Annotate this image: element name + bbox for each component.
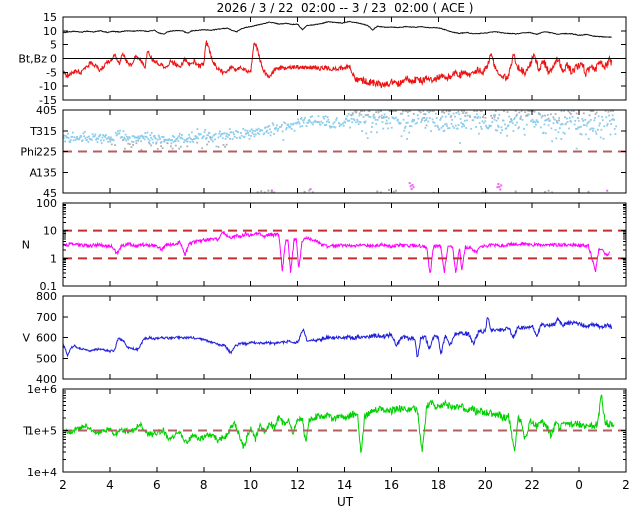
svg-text:10: 10 — [43, 225, 57, 238]
panel-speed — [63, 316, 613, 358]
series-Bt — [63, 20, 612, 39]
svg-text:700: 700 — [36, 311, 57, 324]
svg-text:12: 12 — [290, 478, 305, 492]
svg-text:10: 10 — [243, 478, 258, 492]
svg-text:1: 1 — [50, 252, 57, 265]
axis-label-N: N — [22, 239, 30, 252]
svg-text:135: 135 — [36, 166, 57, 179]
series-V — [63, 316, 613, 358]
svg-text:1e+5: 1e+5 — [27, 425, 57, 438]
ticks-density: 100 10 1 0.1 N — [22, 197, 627, 293]
x-axis-label: UT — [336, 495, 354, 509]
svg-text:20: 20 — [478, 478, 493, 492]
svg-text:-5: -5 — [46, 66, 57, 79]
svg-text:6: 6 — [153, 478, 161, 492]
series-N — [63, 231, 610, 274]
axis-label-Phi: Phi — [20, 146, 37, 159]
panel-density — [63, 229, 626, 274]
series-Phi — [63, 110, 617, 150]
ticks-temperature: 1e+61e+51e+42 4 6 8 10 12 14 16 18 20 22 0 2T — [22, 383, 630, 492]
panel-phi — [63, 110, 626, 193]
axis-label-Bt,Bz: Bt,Bz — [18, 53, 47, 66]
series-T — [63, 394, 615, 453]
A-gray-dots — [256, 189, 590, 193]
svg-text:800: 800 — [36, 290, 57, 303]
svg-text:225: 225 — [36, 146, 57, 159]
svg-text:4: 4 — [106, 478, 114, 492]
svg-text:0: 0 — [575, 478, 583, 492]
svg-text:-15: -15 — [39, 94, 57, 107]
svg-text:18: 18 — [431, 478, 446, 492]
svg-text:45: 45 — [43, 187, 57, 200]
panel-bt-bz — [63, 20, 626, 89]
svg-text:5: 5 — [50, 39, 57, 52]
axis-label-T: T — [29, 125, 37, 138]
panel-temperature — [63, 394, 626, 453]
svg-text:22: 22 — [525, 478, 540, 492]
svg-text:100: 100 — [36, 197, 57, 210]
svg-text:405: 405 — [36, 104, 57, 117]
svg-text:16: 16 — [384, 478, 399, 492]
series-Phi-gray-low-band — [109, 136, 231, 151]
ticks-speed: 800 700 600 500 400 V — [22, 290, 627, 386]
svg-text:500: 500 — [36, 352, 57, 365]
series-Phi-gray-high-band — [350, 110, 614, 127]
A-pink-dots — [270, 182, 609, 192]
svg-text:600: 600 — [36, 332, 57, 345]
svg-text:8: 8 — [200, 478, 208, 492]
svg-text:1e+4: 1e+4 — [27, 466, 57, 479]
svg-text:2: 2 — [59, 478, 67, 492]
svg-text:15: 15 — [43, 11, 57, 24]
series-Bz — [63, 40, 613, 89]
axis-label-T: T — [22, 425, 30, 438]
page-title: 2026 / 3 / 22 02:00 -- 3 / 23 02:00 ( AC… — [216, 1, 474, 15]
svg-text:2: 2 — [622, 478, 630, 492]
svg-text:400: 400 — [36, 373, 57, 386]
svg-text:1e+6: 1e+6 — [27, 383, 57, 396]
svg-text:-10: -10 — [39, 80, 57, 93]
panel-frame — [62, 388, 627, 473]
ticks-phi: 405 315 225 135 45 T Phi A — [20, 104, 627, 200]
svg-text:315: 315 — [36, 125, 57, 138]
svg-text:14: 14 — [337, 478, 352, 492]
svg-text:10: 10 — [43, 25, 57, 38]
svg-text:0: 0 — [50, 53, 57, 66]
svg-text:0.1: 0.1 — [40, 280, 58, 293]
axis-label-A: A — [29, 166, 37, 179]
axis-label-V: V — [22, 332, 30, 345]
